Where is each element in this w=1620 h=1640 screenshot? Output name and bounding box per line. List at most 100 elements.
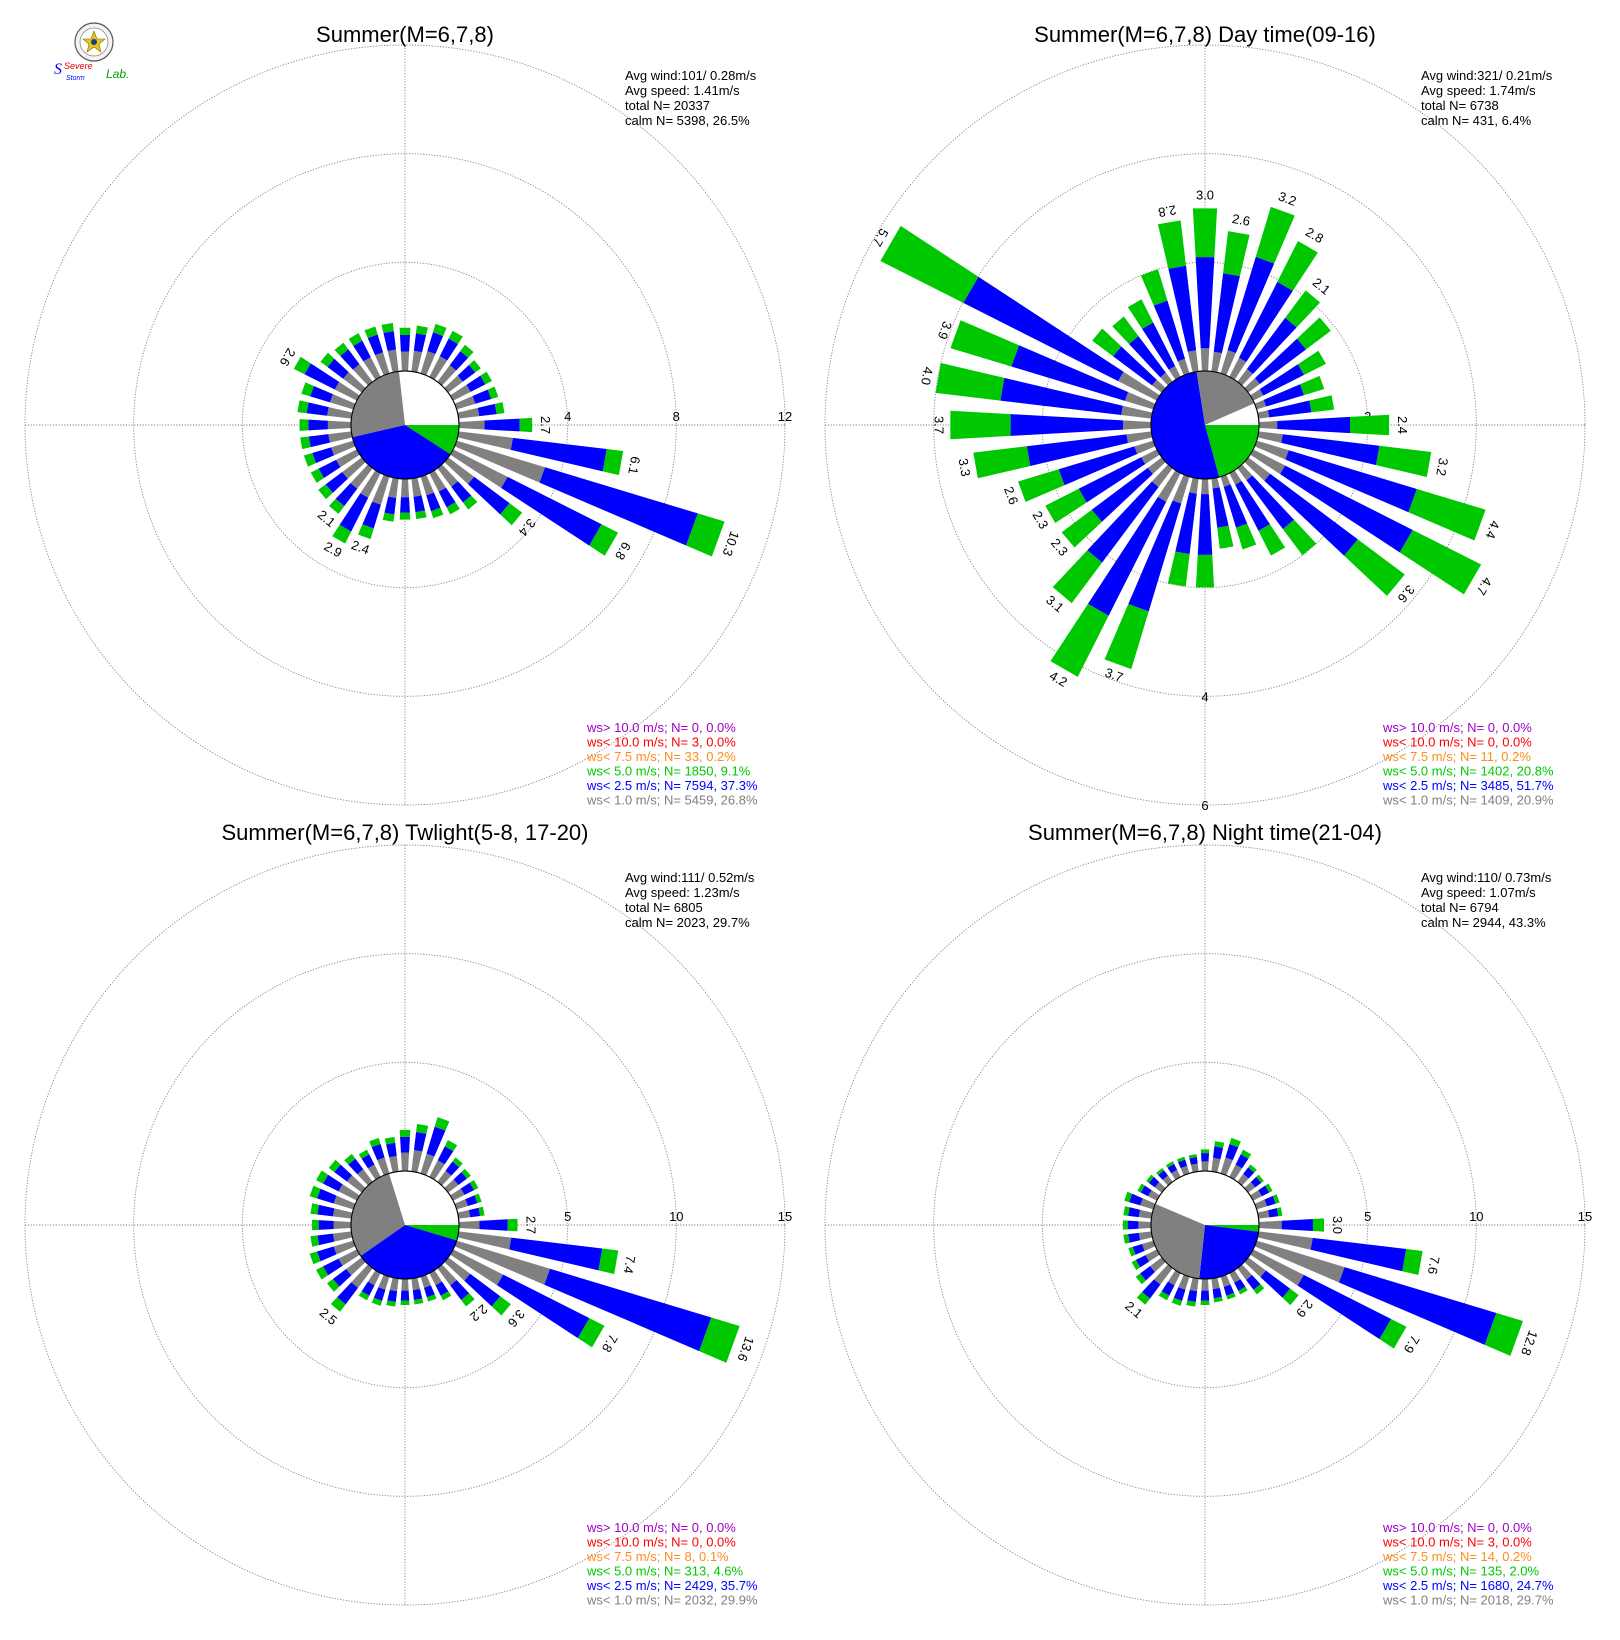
legend-entry: ws< 2.5 m/s; N= 2429, 35.7% <box>586 1578 758 1593</box>
wind-bar-segment <box>1140 1185 1152 1197</box>
bar-value-label: 5.7 <box>870 226 892 249</box>
wind-bar-segment <box>384 496 397 515</box>
wind-bar-segment <box>1237 1264 1253 1280</box>
wind-bar-segment <box>411 477 422 497</box>
wind-bar-segment <box>361 1281 375 1296</box>
wind-bar-segment <box>1160 372 1173 386</box>
wind-bar-segment <box>348 1158 364 1175</box>
wind-bar-segment <box>1376 445 1432 478</box>
wind-bar-segment <box>1236 523 1257 550</box>
wind-bar-segment <box>1211 351 1222 373</box>
bar-value-label: 12.8 <box>1518 1329 1541 1358</box>
wind-bar-segment <box>1258 1185 1270 1197</box>
wind-bar-segment <box>1250 389 1264 401</box>
stat-avg-wind: Avg wind:111/ 0.52m/s <box>625 870 755 885</box>
wind-bar-segment <box>1145 1249 1160 1262</box>
wind-bar-segment <box>429 1160 445 1180</box>
wind-bar-segment <box>316 1266 329 1280</box>
wind-bar-segment <box>384 1136 396 1145</box>
wind-bar-segment <box>1238 1286 1248 1295</box>
grid-ring <box>1041 1061 1369 1389</box>
wind-bar-segment <box>1104 603 1149 670</box>
wind-bar-segment <box>437 1264 457 1286</box>
bar-value-label: 2.7 <box>538 416 553 434</box>
wind-bar-segment <box>1257 1210 1270 1219</box>
wind-bar-segment <box>437 365 457 386</box>
calm-pie-slice <box>351 371 405 438</box>
wind-bar-segment <box>1167 1163 1178 1174</box>
wind-bar-segment <box>301 382 314 397</box>
wind-bar-segment <box>1220 1157 1233 1176</box>
bar-value-label: 2.7 <box>523 1216 538 1234</box>
wind-bar-segment <box>371 1143 385 1161</box>
ring-label: 5 <box>564 1209 571 1224</box>
wind-bar-segment <box>1214 1141 1225 1148</box>
wind-bar-segment <box>352 364 373 386</box>
wind-bar-segment <box>1142 322 1176 370</box>
stat-total: total N= 20337 <box>625 98 710 113</box>
wind-bar-segment <box>1282 519 1317 556</box>
wind-bar-segment <box>1257 410 1270 419</box>
wind-bar-segment <box>413 333 427 353</box>
stat-avg-speed: Avg speed: 1.41m/s <box>625 83 740 98</box>
wind-bar-segment <box>332 524 352 544</box>
wind-bar-segment <box>1011 345 1129 401</box>
wind-bar-segment <box>362 501 381 529</box>
wind-bar-segment <box>1091 467 1153 522</box>
logo-center <box>91 39 97 45</box>
grid <box>24 44 786 806</box>
wind-bar-segment <box>1138 1221 1152 1229</box>
wind-bar-segment <box>431 507 444 519</box>
wind-bar-segment <box>1229 1137 1241 1148</box>
wind-bar-segment <box>416 1123 429 1134</box>
wind-bar-segment <box>332 1208 353 1219</box>
bar-value-label: 2.6 <box>1001 484 1021 506</box>
wind-bar-segment <box>1285 450 1417 513</box>
grid <box>24 844 786 1606</box>
wind-bar-segment <box>460 344 474 358</box>
wind-bar-segment <box>415 325 428 336</box>
bar-value-label: 6.1 <box>625 455 643 475</box>
wind-bar-segment <box>1167 551 1190 587</box>
wind-bar-segment <box>1186 1300 1196 1307</box>
wind-bar-segment <box>318 484 333 500</box>
wind-bar-segment <box>435 1281 449 1296</box>
wind-bar-segment <box>1235 1154 1249 1169</box>
wind-bar-segment <box>1052 550 1103 604</box>
wind-bar-segment <box>1226 1292 1236 1300</box>
wind-bar-segment <box>317 1188 337 1204</box>
legend-entry: ws< 7.5 m/s; N= 14, 0.2% <box>1382 1549 1532 1564</box>
wind-bar-segment <box>1153 300 1185 362</box>
wind-bar-segment <box>589 524 619 556</box>
bar-value-label: 3.7 <box>932 416 947 434</box>
wind-bar-segment <box>336 449 360 468</box>
wind-bar-segment <box>1300 375 1325 396</box>
wind-bar-segment <box>1257 431 1283 443</box>
wind-bar-segment <box>509 1237 603 1271</box>
wind-bar-segment <box>1124 1191 1133 1203</box>
stat-calm: calm N= 2023, 29.7% <box>625 915 750 930</box>
wind-bar-segment <box>1189 477 1199 494</box>
wind-bar-segment <box>1211 1277 1220 1290</box>
wind-bar-segment <box>1129 1193 1143 1206</box>
legend-entry: ws< 7.5 m/s; N= 33, 0.2% <box>586 749 736 764</box>
legend-entry: ws< 1.0 m/s; N= 5459, 26.8% <box>586 793 758 808</box>
wind-bar-segment <box>1151 464 1173 488</box>
bar-value-label: 3.0 <box>1330 1216 1345 1234</box>
wind-bar-segment <box>438 487 456 508</box>
wind-bar-segment <box>477 403 497 417</box>
wind-bar-segment <box>457 407 480 419</box>
wind-bar-segment <box>1178 1159 1188 1169</box>
wind-bar-segment <box>308 434 330 448</box>
wind-bar-segment <box>400 1300 410 1305</box>
wind-bar-segment <box>420 474 434 496</box>
wind-bar-segment <box>450 384 471 401</box>
wind-bar-segment <box>444 1257 471 1281</box>
wind-bar-segment <box>1123 1234 1130 1244</box>
wind-bar-segment <box>1250 1190 1262 1201</box>
wind-bar-segment <box>1254 440 1289 460</box>
bar-value-label: 7.4 <box>620 1254 638 1274</box>
calm-pie-slice <box>405 1225 459 1241</box>
bar-value-label: 2.8 <box>1157 202 1177 220</box>
grid-ring <box>241 261 569 589</box>
